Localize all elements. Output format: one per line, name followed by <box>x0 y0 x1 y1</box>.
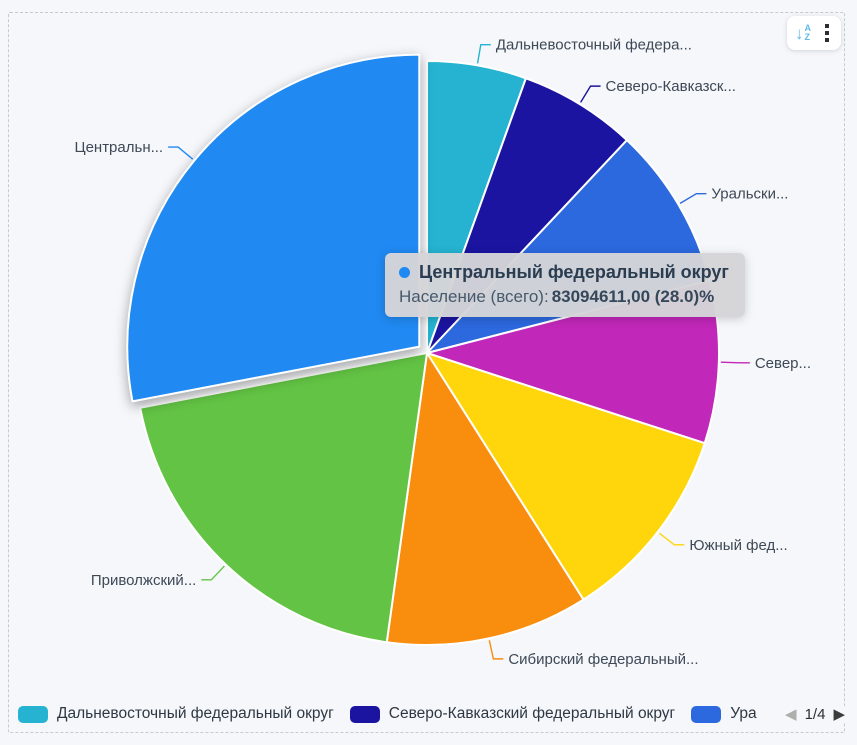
slice-leader-line <box>476 43 491 64</box>
slice-leader-line <box>658 532 685 546</box>
tooltip-measure-label: Население (всего): <box>399 287 549 306</box>
pie-slice[interactable] <box>385 352 585 646</box>
legend-swatch <box>691 705 722 723</box>
slice-leader-line <box>580 85 601 103</box>
slice-label: Сибирский федеральный... <box>508 651 698 668</box>
sort-az-icon: ↓ A Z <box>795 22 812 43</box>
sort-letters: A Z <box>804 22 812 43</box>
tooltip-measure-value: 83094611,00 (28.0)% <box>551 287 715 306</box>
legend-item[interactable]: Дальневосточный федеральный округ <box>18 705 334 723</box>
pie-slice[interactable] <box>139 352 428 644</box>
sort-arrow-glyph: ↓ <box>795 23 804 43</box>
slice-label: Северо-Кавказск... <box>606 78 736 95</box>
legend-next-button[interactable]: ▶ <box>833 705 845 723</box>
slice-label: Приволжский... <box>91 572 196 589</box>
chart-legend: Дальневосточный федеральный округ Северо-… <box>18 700 845 728</box>
pie-slice[interactable] <box>126 53 421 403</box>
slice-label: Южный фед... <box>689 537 787 554</box>
slice-label: Уральски... <box>711 186 788 203</box>
slice-leader-line <box>720 361 750 364</box>
slice-leader-line <box>488 640 504 660</box>
slice-label: Центральн... <box>74 139 163 156</box>
legend-pagination: ◀ 1/4 ▶ <box>779 705 845 723</box>
legend-swatch <box>349 705 380 723</box>
kebab-menu-icon <box>821 22 833 44</box>
sort-letter-a: A <box>804 22 812 33</box>
slice-label: Север... <box>755 355 811 372</box>
legend-item-label: Северо-Кавказский федеральный округ <box>388 705 676 722</box>
slice-leader-line <box>679 192 707 204</box>
legend-swatch <box>18 705 48 723</box>
tooltip-series-title: Центральный федеральный округ <box>419 262 729 282</box>
more-menu-button[interactable] <box>821 16 833 50</box>
slice-leader-line <box>168 146 194 160</box>
chart-tooltip: Центральный федеральный округ Население … <box>385 253 745 317</box>
chart-actions-panel: ↓ A Z <box>787 16 841 50</box>
series-color-dot <box>399 267 410 278</box>
legend-item-label: Ура <box>730 705 757 722</box>
slice-leader-line <box>201 565 225 581</box>
legend-item[interactable]: Северо-Кавказский федеральный округ <box>349 705 676 723</box>
legend-page-indicator: 1/4 <box>804 705 826 723</box>
legend-item[interactable]: Ура <box>691 705 757 723</box>
sort-button[interactable]: ↓ A Z <box>795 16 811 50</box>
legend-item-label: Дальневосточный федеральный округ <box>57 705 334 722</box>
sort-letter-z: Z <box>804 32 811 42</box>
pie-slice[interactable] <box>426 352 706 601</box>
slice-label: Дальневосточный федера... <box>496 37 692 54</box>
legend-prev-button[interactable]: ◀ <box>785 705 797 723</box>
